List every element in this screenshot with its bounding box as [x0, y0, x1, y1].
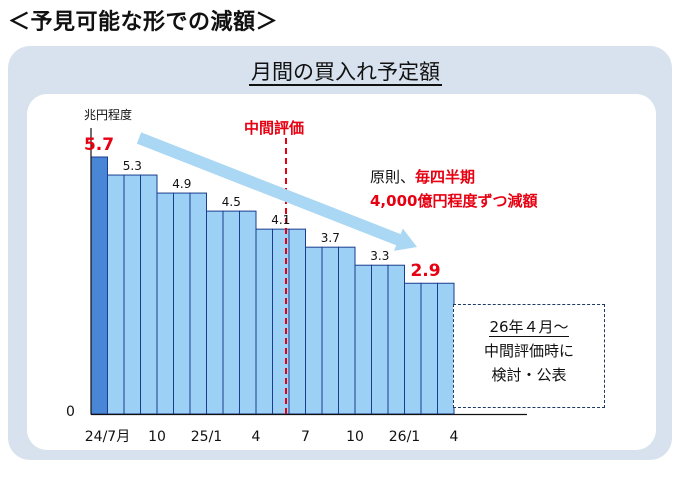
bar [156, 192, 174, 415]
bar [222, 210, 240, 415]
note-line-3: 検討・公表 [491, 366, 567, 384]
bar [354, 264, 372, 415]
value-label: 5.7 [84, 135, 114, 155]
y-axis-unit-label: 兆円程度 [84, 108, 133, 122]
note-line-1: 26年４月～ [489, 318, 569, 337]
bar [123, 174, 141, 415]
bar [437, 282, 455, 415]
midpoint-label: 中間評価 [244, 119, 305, 137]
value-label: 5.3 [123, 159, 142, 173]
trend-arrow [136, 132, 418, 251]
review-note-box: 26年４月～ 中間評価時に 検討・公表 [453, 304, 605, 408]
x-tick-label: 4 [252, 429, 261, 445]
value-label: 2.9 [410, 261, 440, 281]
x-tick-label: 10 [346, 429, 364, 445]
bar [239, 210, 257, 415]
x-tick-label: 25/1 [191, 429, 222, 445]
bar [338, 246, 356, 415]
x-tick-label: 4 [450, 429, 459, 445]
chart-title: 月間の買入れ予定額 [249, 60, 442, 86]
bar [140, 174, 158, 415]
x-tick-label: 10 [148, 429, 166, 445]
value-label: 4.1 [271, 213, 290, 227]
note-line-2: 中間評価時に [483, 342, 574, 360]
value-label: 3.7 [321, 231, 340, 245]
bar [404, 282, 422, 415]
bar [420, 282, 438, 415]
value-label: 3.3 [370, 249, 389, 263]
bar [206, 210, 224, 415]
reduction-annotation-line1: 原則、毎四半期 [370, 168, 476, 186]
bar [371, 264, 389, 415]
x-tick-label: 7 [301, 429, 310, 445]
reduction-annotation-line2: 4,000億円程度ずつ減額 [370, 192, 538, 210]
bar [305, 246, 323, 415]
bar [321, 246, 339, 415]
section-heading: ＜予見可能な形での減額＞ [8, 10, 279, 35]
bar [387, 264, 405, 415]
bar [173, 192, 191, 415]
bar [288, 228, 306, 415]
x-tick-label: 26/1 [389, 429, 420, 445]
value-label: 4.5 [222, 195, 241, 209]
bar [189, 192, 207, 415]
bar [255, 228, 273, 415]
bar [107, 174, 125, 415]
x-tick-label: 24/7月 [85, 429, 130, 445]
value-label: 4.9 [172, 177, 191, 191]
bar [90, 156, 108, 415]
y-axis-zero-label: 0 [66, 404, 75, 420]
